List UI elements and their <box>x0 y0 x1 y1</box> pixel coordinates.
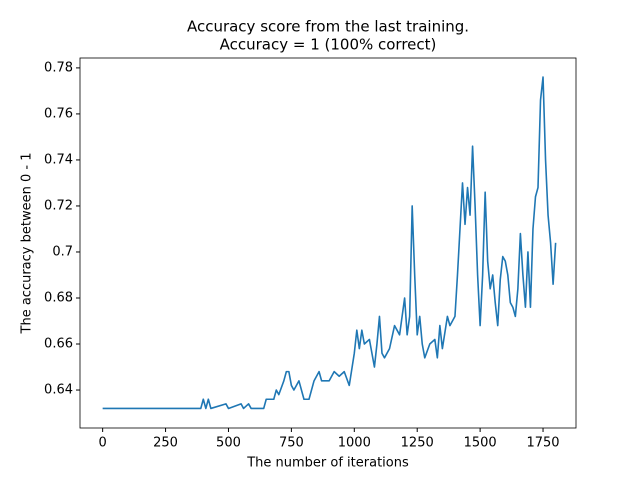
y-tick-label: 0.76 <box>44 106 73 121</box>
x-tick-label: 1000 <box>338 436 371 451</box>
x-tick-label: 0 <box>99 436 107 451</box>
plot-frame <box>79 57 577 429</box>
x-tick-label: 1500 <box>464 436 497 451</box>
x-tick-label: 500 <box>216 436 241 451</box>
x-axis-label: The number of iterations <box>246 456 409 471</box>
y-tick-label: 0.66 <box>44 337 73 352</box>
y-tick-label: 0.64 <box>44 383 73 398</box>
x-tick-label: 250 <box>153 436 178 451</box>
y-tick-label: 0.68 <box>44 290 73 305</box>
y-axis-label: The accuracy between 0 - 1 <box>20 153 35 335</box>
y-tick-label: 0.72 <box>44 198 73 213</box>
x-tick-label: 1250 <box>401 436 434 451</box>
y-tick-label: 0.78 <box>44 60 73 75</box>
data-line <box>102 76 557 410</box>
x-tick-label: 1750 <box>526 436 559 451</box>
chart-title: Accuracy score from the last training. <box>187 18 469 36</box>
chart-title: Accuracy = 1 (100% correct) <box>220 36 437 54</box>
y-tick-label: 0.7 <box>52 244 73 259</box>
x-tick-label: 750 <box>279 436 304 451</box>
y-tick-label: 0.74 <box>44 152 73 167</box>
